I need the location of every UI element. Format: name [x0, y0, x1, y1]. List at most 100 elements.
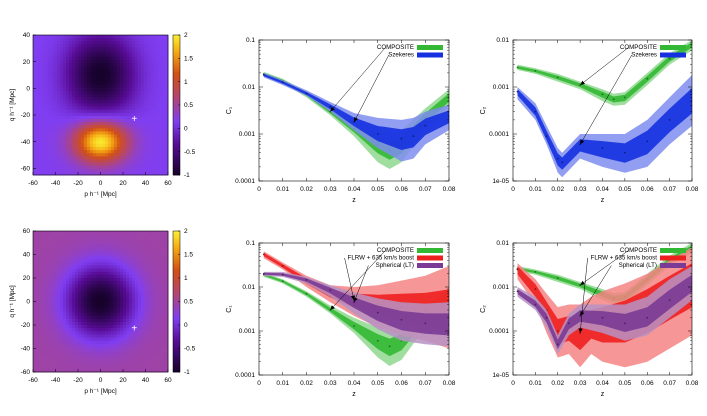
x-axis-label: z [352, 391, 356, 398]
data-point [281, 265, 284, 267]
data-point [534, 110, 537, 113]
data-point [534, 70, 537, 72]
line-panel-1: 0 0.01 0.02 0.03 0.04 0.05 0.06 0.07 0.08 0.1 0.01… [226, 37, 456, 204]
colorbar-tick-label: -1 [184, 172, 190, 179]
y-tick-label: -20 [21, 112, 31, 119]
bands [516, 40, 692, 178]
data-point [646, 316, 649, 319]
x-tick-label: 0.02 [551, 380, 564, 387]
arrow-head [580, 139, 585, 145]
arrow-head [330, 106, 335, 112]
data-point [624, 322, 626, 325]
annotation-arrow [579, 265, 612, 317]
data-point [646, 77, 649, 80]
data-point [516, 290, 519, 293]
error-band-inner [263, 272, 449, 336]
legend-swatch [660, 263, 686, 268]
colorbar-tick-label: -1 [184, 369, 190, 376]
x-tick-label: -40 [51, 377, 61, 384]
legend-label: COMPOSITE [620, 247, 657, 254]
data-point [305, 292, 308, 295]
y-axis-label: q h⁻¹ [Mpc] [9, 285, 16, 318]
x-axis-label: p h⁻¹ [Mpc] [84, 388, 117, 395]
colorbar-tick-label: 0.5 [184, 299, 193, 306]
data-point [534, 303, 537, 306]
data-point [556, 157, 559, 160]
x-axis-label: p h⁻¹ [Mpc] [84, 191, 117, 198]
x-tick-label: 0.06 [395, 186, 408, 193]
x-tick-label: 0.06 [395, 380, 408, 387]
annotation-arrow [344, 257, 355, 301]
colorbar-tick-label: 0.5 [184, 102, 193, 109]
data-point [262, 272, 265, 275]
legend-label: Spherical (LT) [376, 262, 414, 269]
x-tick-label: 0.02 [551, 186, 564, 193]
x-tick-label: -20 [73, 377, 83, 384]
data-point [668, 119, 671, 121]
x-axis-label: z [601, 197, 605, 204]
data-point [545, 316, 548, 319]
x-tick-label: 0.06 [641, 380, 654, 387]
colorbar-tick-label: 1 [184, 79, 188, 86]
annotation-arrow [579, 250, 629, 286]
error-band-inner [517, 274, 692, 350]
colorbar-tick-label: -0.5 [184, 149, 196, 156]
x-tick-label: 0.02 [300, 380, 313, 387]
x-tick-label: 60 [164, 180, 172, 187]
x-tick-label: 0 [511, 380, 515, 387]
legend-swatch [660, 248, 686, 253]
y-tick-label: -40 [21, 346, 31, 353]
legend-label: FLRW + 635 km/s boost [591, 255, 658, 262]
arrow-head [580, 280, 585, 286]
data-point [281, 280, 284, 283]
x-tick-label: 0.08 [443, 380, 456, 387]
data-point [601, 316, 604, 319]
annotation-arrow [353, 54, 390, 123]
data-point [424, 124, 427, 127]
observer-marker: + [131, 114, 137, 125]
annotation-arrow [579, 54, 633, 145]
legend-swatch [417, 248, 443, 253]
data-point [534, 288, 537, 290]
legend-label: Spherical (LT) [619, 262, 657, 269]
x-tick-label: 0.08 [686, 186, 699, 193]
y-axis-label: C₂ [480, 106, 487, 114]
legend-swatch [417, 45, 443, 50]
y-tick-label: 1e-05 [492, 372, 509, 379]
y-tick-label: -60 [21, 369, 31, 376]
x-tick-label: -40 [51, 180, 61, 187]
data-point [376, 311, 379, 314]
annotation-arrow [579, 47, 629, 86]
y-axis-label: C₁ [226, 106, 233, 114]
error-band-inner [517, 42, 692, 103]
y-tick-label: 0.001 [239, 131, 256, 138]
data-point [353, 325, 355, 327]
legend-label: Szekeres [388, 52, 414, 59]
x-tick-label: 0 [511, 186, 515, 193]
line-panel-2: 0 0.01 0.02 0.03 0.04 0.05 0.06 0.07 0.08 0.01 0.0… [480, 37, 699, 204]
y-tick-label: 60 [23, 228, 31, 235]
arrow-head [330, 305, 335, 311]
x-tick-label: 0.07 [663, 186, 676, 193]
density-map [33, 231, 169, 373]
x-tick-label: 0.07 [663, 380, 676, 387]
y-tick-label: 0.0001 [489, 131, 509, 138]
x-axis-label: z [601, 391, 605, 398]
colorbar-tick-label: 2 [184, 32, 188, 39]
x-tick-label: 0.07 [419, 186, 432, 193]
data-point [556, 343, 559, 346]
y-tick-label: -60 [21, 166, 31, 173]
x-tick-label: 0.05 [619, 186, 632, 193]
arrow-head [354, 117, 358, 123]
legend-swatch [660, 255, 686, 261]
data-point [556, 330, 559, 332]
data-point [412, 135, 415, 138]
data-point [281, 273, 284, 276]
y-tick-label: -20 [21, 322, 31, 329]
colorbar: 2 1.5 1 0.5 0 -0.5 -1 [172, 32, 196, 179]
y-tick-label: 20 [23, 59, 31, 66]
data-point [624, 96, 626, 99]
